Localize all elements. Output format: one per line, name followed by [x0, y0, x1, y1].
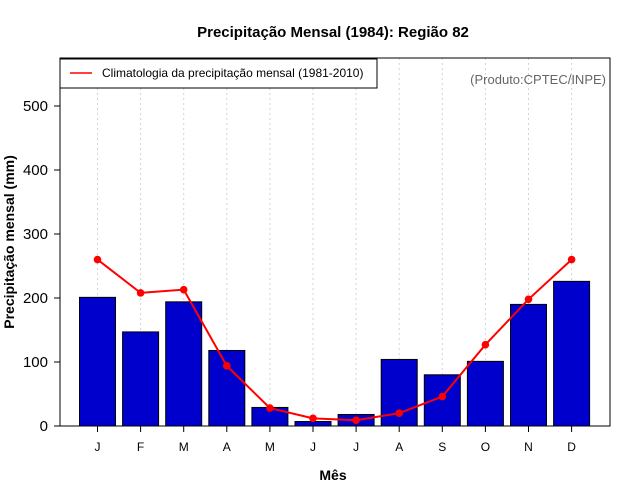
x-tick-label: O [481, 440, 490, 454]
x-axis-title: Mês [319, 467, 346, 483]
bar-3 [165, 301, 203, 427]
y-tick-label: 300 [23, 226, 48, 243]
x-tick-label: S [438, 440, 446, 454]
climatology-point-5 [266, 404, 274, 412]
climatology-point-4 [223, 362, 231, 370]
legend-box [59, 58, 378, 89]
climatology-polyline [96, 258, 573, 422]
climatology-point-10 [481, 340, 490, 349]
x-tick-label: D [567, 440, 576, 454]
x-tick-label: M [179, 440, 189, 454]
bar-1 [79, 296, 116, 427]
legend: Climatologia da precipitação mensal (198… [59, 58, 378, 89]
climatology-point-12 [567, 255, 576, 264]
y-tick-label: 400 [23, 162, 48, 179]
y-tick-label: 200 [23, 290, 48, 307]
product-credit: (Produto:CPTEC/INPE) [470, 72, 606, 87]
y-axis-title: Precipitação mensal (mm) [1, 155, 17, 329]
bar-11 [510, 303, 547, 427]
bar-4 [208, 349, 246, 427]
x-tick-label: J [353, 440, 359, 454]
x-tick-label: M [265, 440, 275, 454]
y-axis: 0 100 200 300 400 500 [23, 98, 60, 435]
y-tick-label: 100 [23, 354, 48, 371]
y-tick-label: 500 [23, 98, 48, 115]
x-tick-label: N [524, 440, 533, 454]
climatology-point-8 [395, 409, 404, 418]
climatology-point-1 [93, 255, 102, 264]
x-tick-label: J [95, 440, 101, 454]
x-tick-label: A [223, 440, 231, 454]
x-tick-label: J [310, 440, 316, 454]
climatology-point-9 [438, 392, 447, 401]
bar-12 [553, 280, 591, 427]
climatology-point-3 [179, 285, 188, 294]
climatology-line [93, 255, 576, 425]
legend-label: Climatologia da precipitação mensal (198… [102, 66, 363, 80]
chart-title: Precipitação Mensal (1984): Região 82 [197, 24, 469, 41]
y-tick-label: 0 [40, 418, 48, 435]
climatology-point-11 [524, 295, 533, 304]
bars [79, 280, 591, 427]
bar-6 [294, 421, 332, 427]
climatology-point-6 [309, 414, 317, 423]
plot-frame [59, 57, 611, 427]
climatology-point-2 [136, 289, 145, 297]
x-tick-label: F [137, 440, 144, 454]
x-tick-label: A [395, 440, 403, 454]
bar-10 [466, 360, 504, 427]
climatology-point-7 [352, 416, 360, 425]
bar-2 [122, 331, 160, 427]
